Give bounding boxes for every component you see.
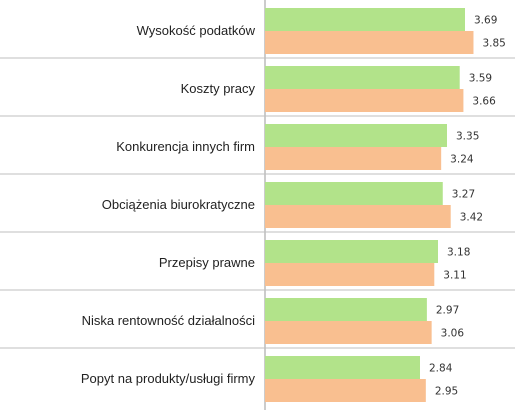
bar-series-0: [265, 124, 447, 147]
value-label: 3.69: [474, 15, 497, 27]
bar-series-1: [265, 205, 451, 228]
bar-series-0: [265, 66, 460, 89]
value-label: 3.66: [472, 96, 496, 108]
value-label: 2.97: [436, 305, 459, 317]
category-label: Wysokość podatków: [137, 23, 256, 38]
bar-series-0: [265, 182, 443, 205]
category-label: Koszty pracy: [181, 81, 256, 96]
bar-series-0: [265, 240, 438, 263]
value-label: 3.27: [452, 189, 475, 201]
bar-series-1: [265, 31, 474, 54]
value-label: 3.35: [456, 131, 479, 143]
category-label: Popyt na produkty/usługi firmy: [81, 371, 256, 386]
category-label: Niska rentowność działalności: [82, 313, 256, 328]
value-label: 3.42: [460, 212, 483, 224]
value-label: 2.84: [429, 363, 453, 375]
bar-series-1: [265, 89, 464, 112]
bar-series-1: [265, 147, 442, 170]
category-label: Konkurencja innych firm: [116, 139, 255, 154]
bar-series-0: [265, 8, 465, 31]
bar-series-1: [265, 379, 426, 402]
value-label: 3.11: [443, 270, 466, 282]
bar-series-0: [265, 298, 427, 321]
category-label: Obciążenia biurokratyczne: [102, 197, 255, 212]
value-label: 3.24: [450, 154, 474, 166]
bar-series-1: [265, 321, 432, 344]
bar-series-0: [265, 356, 420, 379]
value-label: 3.18: [447, 247, 470, 259]
value-label: 3.85: [482, 38, 505, 50]
value-label: 2.95: [435, 386, 458, 398]
value-label: 3.59: [469, 73, 492, 85]
bar-series-1: [265, 263, 435, 286]
value-label: 3.06: [441, 328, 465, 340]
category-label: Przepisy prawne: [159, 255, 255, 270]
